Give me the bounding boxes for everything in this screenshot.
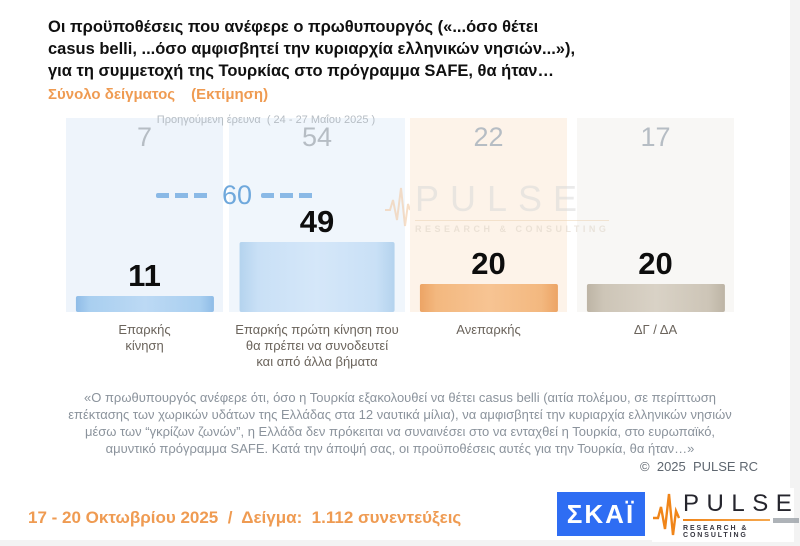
previous-value: 7 [136,122,153,152]
skai-logo: ΣΚΑΪ [557,492,645,536]
chart-subtitle: Σύνολο δείγματος (Εκτίμηση) [48,86,268,103]
value-label: 11 [128,258,161,293]
value-label: 49 [299,204,335,239]
question-wording-quote: «Ο πρωθυπουργός ανέφερε ότι, όσο η Τουρκ… [68,390,732,456]
bar-group-eparkis-proti-kinisi: 54 49 Επαρκής πρώτη κίνηση που θα πρέπει… [229,112,405,370]
slide-bottom-margin [0,540,800,546]
bar-group-dg-da: 17 20 ΔΓ / ΔΑ [577,112,734,368]
previous-value: 22 [473,122,504,152]
pulse-waveform-icon [384,180,411,237]
bar-group-aneparkis: 22 20 Ανεπαρκής [410,112,567,368]
pulse-logo: PULSE RESEARCH & CONSULTING [652,487,800,544]
dash-left [156,193,213,198]
previous-value: 17 [640,122,671,152]
page-title: Οι προϋποθέσεις που ανέφερε ο πρωθυπουργ… [48,17,576,80]
category-label: Ανεπαρκής [456,322,521,337]
sample-label: Σύνολο δείγματος [48,86,176,103]
bar-chart: PULSE RESEARCH & CONSULTING Προηγούμενη … [66,112,734,370]
column-panel-1 [66,118,223,312]
sum-annotation: 60 [156,180,319,210]
dash-right [261,193,319,198]
column-panel-3 [410,118,567,312]
estimate-label: (Εκτίμηση) [191,86,269,103]
bar [586,284,725,312]
pulse-logo-text: PULSE [683,489,800,517]
slide-right-margin [790,0,800,546]
copyright-note: © 2025 PULSE RC [640,459,758,474]
column-panel-4 [577,118,734,312]
pulse-logo-subtitle: RESEARCH & CONSULTING [683,524,749,539]
skai-logo-text: ΣΚΑΪ [566,498,636,529]
bar [239,242,395,312]
category-label: ΔΓ / ΔΑ [633,322,678,337]
watermark-sub: RESEARCH & CONSULTING [415,220,610,234]
value-label: 20 [471,246,506,281]
category-label: Επαρκής πρώτη κίνηση που θα πρέπει να συ… [235,322,399,369]
pulse-logo-mark [773,517,800,523]
watermark-brand: PULSE [415,178,589,219]
sum-annotation-value: 60 [221,180,253,210]
previous-value: 54 [301,122,333,152]
previous-survey-label: Προηγούμενη έρευνα ( 24 - 27 Μαΐου 2025 … [156,114,376,126]
bar-group-eparkis-kinisi: 7 11 Επαρκής κίνηση [66,112,223,368]
value-label: 20 [638,246,673,281]
pulse-waveform-icon [652,487,681,544]
pulse-logo-rule [683,519,771,521]
bar [419,284,558,312]
pulse-watermark: PULSE RESEARCH & CONSULTING [384,178,610,237]
bar [75,296,214,312]
fieldwork-dates-sample: 17 - 20 Οκτωβρίου 2025 / Δείγμα: 1.112 σ… [28,508,462,527]
category-label: Επαρκής κίνηση [118,322,171,353]
